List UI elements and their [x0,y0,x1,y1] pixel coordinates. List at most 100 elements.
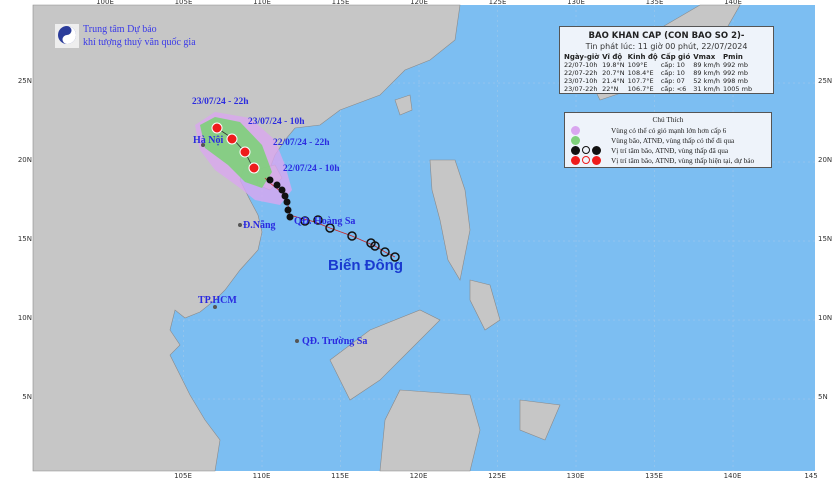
forecast-positions [211,122,260,174]
past-storm-icons [266,176,294,221]
table-cell: 108.4°E [627,69,654,77]
time-label-3: 22/07/24 - 22h [273,138,330,148]
column-header: Vĩ độ [602,53,623,61]
axis-label: 120E [410,472,428,480]
axis-label: 110E [253,472,271,480]
column-header: Cấp gió [660,53,691,61]
axis-label: 105E [174,472,192,480]
axis-label: 135E [645,472,663,480]
forecast-table: Ngày-giờ Vĩ độ Kinh độ Cấp gió Vmax Pmin 22/0… [564,53,755,93]
table-cell: 19.8°N [602,61,625,69]
green-dot-icon [571,135,580,145]
label-hcm: TP.HCM [198,295,237,306]
label-truongsa: QĐ. Trường Sa [302,336,367,347]
table-cell: cấp: 10 [660,69,685,77]
place-labels: Hà Nội Đ.Nẵng TP.HCM QĐ. Hoàng Sa QĐ. Tr… [192,97,403,347]
past-positions [300,215,400,262]
legend-item: Vị trí tâm bão, ATNĐ, vùng thấp đã qua [565,145,771,155]
table-cell: 31 km/h [693,85,721,93]
axis-label: 110E [253,0,271,6]
column-header: Kinh độ [627,53,658,61]
table-cell: 22/07-10h [564,61,598,69]
agency-line-1: Trung tâm Dự báo [83,24,157,35]
label-danang: Đ.Nẵng [243,220,276,231]
axis-label: 25N [818,77,832,85]
label-bien-dong: Biển Đông [328,257,403,274]
axis-label: 115E [331,472,349,480]
agency-line-2: khí tượng thuỷ văn quốc gia [83,37,196,48]
legend-item: Vùng có thể có gió mạnh lớn hơn cấp 6 [565,125,771,135]
table-cell: 89 km/h [693,61,721,69]
table-cell: 106.7°E [627,85,654,93]
axis-label: 20N [818,156,832,164]
time-label-4: 22/07/24 - 10h [283,164,340,174]
table-row: 22/07-10h 19.8°N 109°E cấp: 10 89 km/h 992 mb [564,61,755,69]
axis-label: 130E [567,0,585,6]
axis-label: 130E [567,472,585,480]
bulletin-title: BAO KHAN CAP (CON BAO SO 2)- [588,31,745,41]
low-icon [592,145,601,155]
depression-icon [582,145,590,154]
time-label-2: 23/07/24 - 10h [248,117,305,127]
axis-label: 115E [332,0,350,6]
table-cell: 22°N [602,85,619,93]
table-cell: 52 km/h [693,77,721,85]
time-label-1: 23/07/24 - 22h [192,97,249,107]
column-header: Ngày-giờ [564,53,600,61]
table-cell: 998 mb [723,77,748,85]
table-cell: 89 km/h [693,69,721,77]
table-cell: cấp: 10 [660,61,685,69]
table-cell: 23/07-22h [564,85,598,93]
legend-box: Chú Thích Vùng có thể có gió mạnh lớn hơ… [564,112,772,168]
axis-label: 10N [818,314,832,322]
bulletin-box: BAO KHAN CAP (CON BAO SO 2)- Tin phát lú… [559,26,774,94]
storm-icon [571,145,580,155]
table-cell: 107.7°E [627,77,654,85]
table-cell: 1005 mb [723,85,753,93]
table-row: 22/07-22h 20.7°N 108.4°E cấp: 10 89 km/h 992 … [564,69,755,77]
bulletin-issued: Tin phát lúc: 11 giờ 00 phút, 22/07/2024 [585,42,748,51]
table-cell: cấp: 07 [660,77,685,85]
axis-label: 145 [804,472,817,480]
table-cell: 992 mb [723,61,748,69]
legend-label: Vùng bão, ATNĐ, vùng thấp có thể đi qua [611,135,735,145]
column-header: Vmax [693,53,716,61]
table-cell: 21.4°N [602,77,625,85]
table-row: 23/07-22h 22°N 106.7°E cấp: <6 31 km/h 1005 m… [564,85,755,93]
legend-label: Vùng có thể có gió mạnh lớn hơn cấp 6 [611,125,727,135]
label-hoangsa: QĐ. Hoàng Sa [294,216,355,227]
legend-label: Vị trí tâm bão, ATNĐ, vùng thấp hiện tại… [611,155,755,165]
label-hanoi: Hà Nội [193,135,224,146]
axis-label: 125E [489,0,507,6]
axis-label: 105E [175,0,193,6]
low-icon [592,155,601,165]
axis-label: 140E [724,0,742,6]
axis-label: 5N [22,393,32,401]
table-cell: cấp: <6 [660,85,687,93]
axis-label: 15N [818,235,832,243]
table-row: 23/07-10h 21.4°N 107.7°E cấp: 07 52 km/h 998 … [564,77,755,85]
table-cell: 23/07-10h [564,77,598,85]
table-cell: 22/07-22h [564,69,598,77]
purple-dot-icon [571,125,580,135]
axis-label: 10N [18,314,32,322]
axis-label: 135E [646,0,664,6]
depression-icon [582,155,590,164]
axis-label: 5N [818,393,828,401]
forecast-track-line [216,127,255,171]
axis-label: 25N [18,77,32,85]
legend-label: Vị trí tâm bão, ATNĐ, vùng thấp đã qua [611,145,729,155]
axis-label: 140E [724,472,742,480]
axis-label: 20N [18,156,32,164]
axis-label: 15N [18,235,32,243]
axis-label: 120E [410,0,428,6]
table-cell: 992 mb [723,69,748,77]
table-cell: 109°E [627,61,648,69]
nchmf-logo-icon [55,24,79,48]
axis-label: 125E [488,472,506,480]
storm-icon [571,155,580,165]
legend-item: Vị trí tâm bão, ATNĐ, vùng thấp hiện tại… [565,155,771,165]
agency-logo: Trung tâm Dự báo khí tượng thuỷ văn quốc… [55,23,196,49]
axis-label: 100E [96,0,114,6]
legend-title: Chú Thích [652,115,684,124]
